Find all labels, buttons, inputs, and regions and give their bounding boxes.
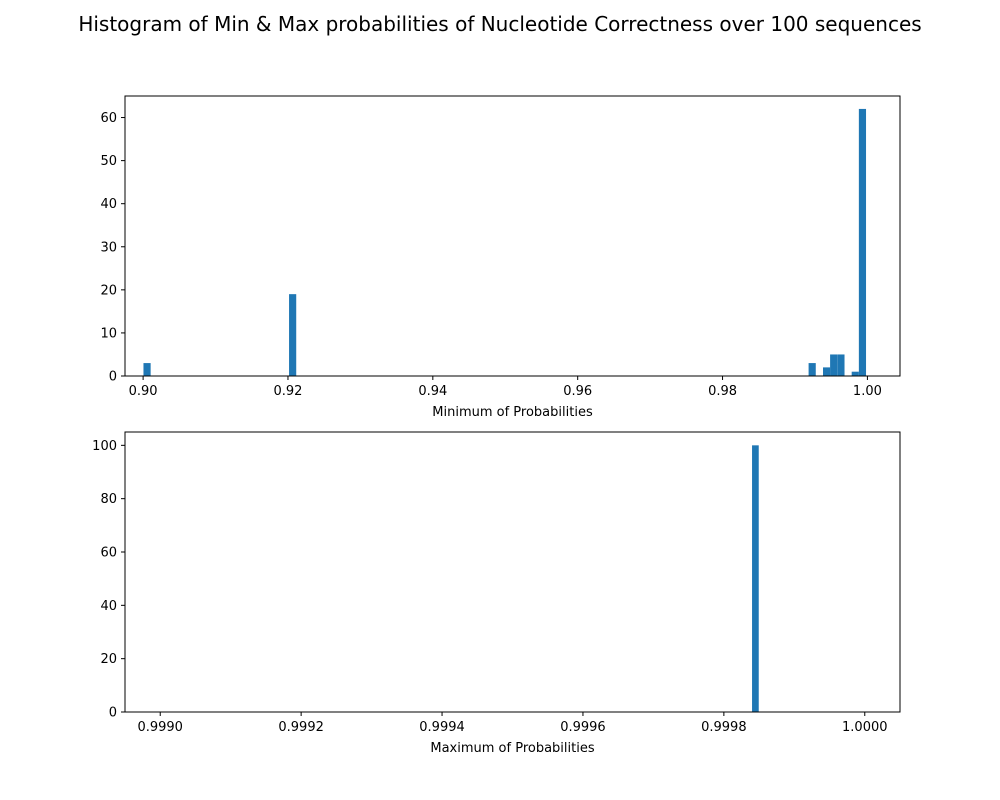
y-tick-label: 50 (100, 154, 117, 169)
y-tick-label: 10 (100, 326, 117, 341)
x-tick-label: 0.96 (563, 384, 592, 399)
figure-title: Histogram of Min & Max probabilities of … (78, 12, 922, 36)
x-tick-label: 0.9996 (560, 720, 606, 735)
histogram-bar (837, 354, 845, 376)
histogram-bar (143, 363, 151, 376)
y-tick-label: 20 (100, 283, 117, 298)
y-tick-label: 20 (100, 652, 117, 667)
x-tick-label: 0.9992 (278, 720, 324, 735)
y-tick-label: 30 (100, 240, 117, 255)
x-tick-label: 0.94 (418, 384, 447, 399)
y-tick-label: 60 (100, 546, 117, 561)
x-tick-label: 0.90 (129, 384, 158, 399)
histogram-bar (830, 354, 838, 376)
histogram-bar (752, 445, 759, 712)
y-tick-label: 0 (109, 370, 117, 385)
x-tick-label: 0.9998 (701, 720, 747, 735)
histogram-bar (289, 294, 297, 376)
x-axis-label: Maximum of Probabilities (430, 741, 594, 756)
x-tick-label: 0.98 (708, 384, 737, 399)
y-tick-label: 80 (100, 492, 117, 507)
axes-frame (124, 95, 901, 377)
axes-frame (124, 431, 901, 713)
y-tick-label: 0 (109, 706, 117, 721)
x-tick-label: 0.92 (273, 384, 302, 399)
y-tick-label: 40 (100, 197, 117, 212)
histogram-bar (823, 367, 831, 376)
x-tick-label: 0.9994 (419, 720, 465, 735)
histogram-maximum: 0.9990 0.9992 0.9994 0.9996 0.9998 1.0000 0 20 4… (92, 431, 901, 756)
x-axis-label: Minimum of Probabilities (432, 405, 593, 420)
x-tick-label: 0.9990 (137, 720, 183, 735)
histogram-bar (851, 371, 859, 376)
histogram-bar (808, 363, 816, 376)
x-tick-label: 1.0000 (842, 720, 888, 735)
y-tick-label: 100 (92, 439, 117, 454)
histogram-bar (858, 108, 867, 376)
y-tick-label: 40 (100, 599, 117, 614)
histogram-minimum: 0.90 0.92 0.94 0.96 0.98 1.00 0 10 20 30 40 50 60 Min… (100, 95, 901, 420)
y-tick-label: 60 (100, 111, 117, 126)
x-tick-label: 1.00 (853, 384, 882, 399)
